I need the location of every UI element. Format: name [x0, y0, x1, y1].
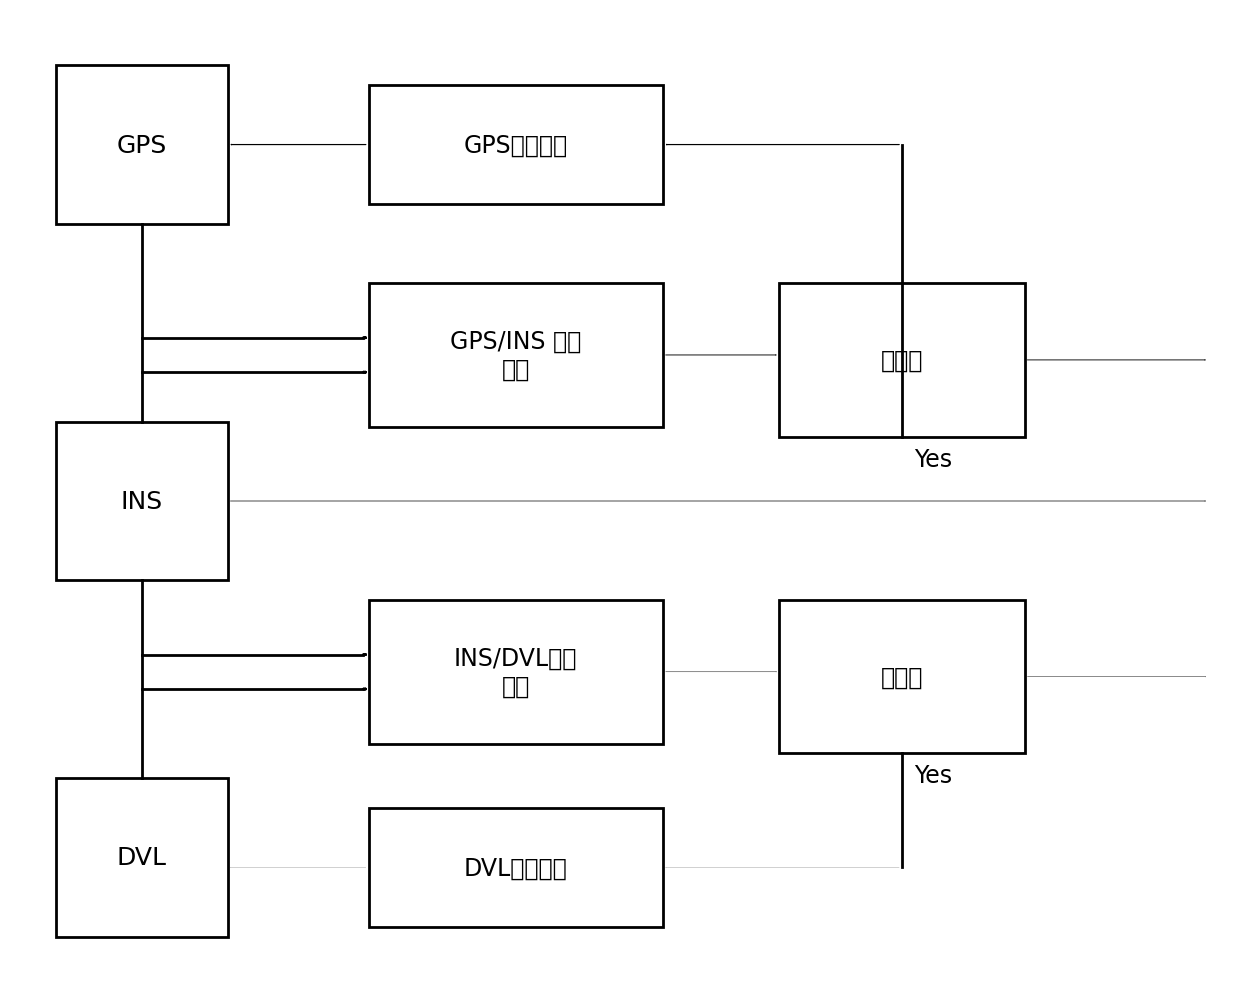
Bar: [56, 778, 228, 937]
Bar: [368, 601, 663, 744]
Text: INS: INS: [120, 489, 162, 514]
Text: DVL: DVL: [117, 846, 167, 870]
Bar: [780, 284, 1024, 437]
Text: Yes: Yes: [914, 447, 952, 471]
Text: GPS/INS 子滤
波器: GPS/INS 子滤 波器: [450, 330, 582, 381]
Bar: [368, 808, 663, 927]
Text: GPS故障处理: GPS故障处理: [464, 133, 568, 157]
Text: 故障？: 故障？: [880, 665, 924, 689]
Bar: [56, 422, 228, 581]
Bar: [56, 66, 228, 225]
Bar: [368, 86, 663, 205]
Bar: [368, 284, 663, 427]
Text: INS/DVL子滤
波器: INS/DVL子滤 波器: [454, 646, 578, 698]
Text: GPS: GPS: [117, 133, 167, 157]
Text: DVL故障处理: DVL故障处理: [464, 856, 568, 880]
Text: Yes: Yes: [914, 763, 952, 787]
Text: 故障？: 故障？: [880, 349, 924, 372]
Bar: [780, 601, 1024, 753]
